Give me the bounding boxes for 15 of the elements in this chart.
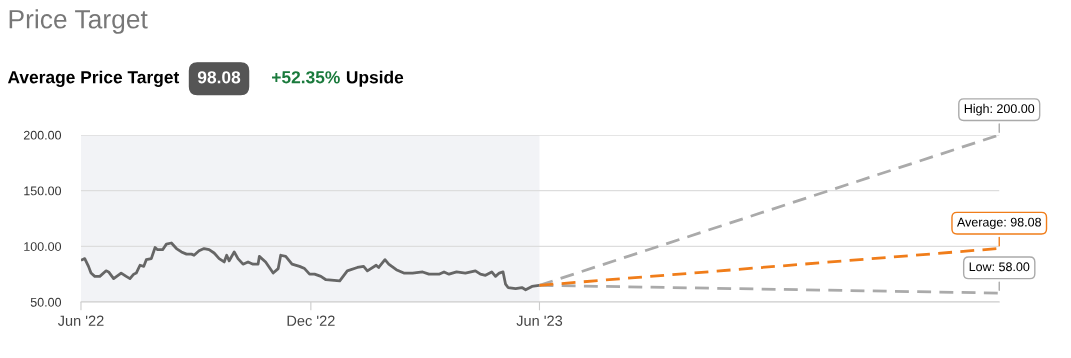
text: 98.08: [197, 71, 241, 84]
y-tick-label: 150.00: [24, 186, 62, 196]
y-tick-label: 200.00: [23, 130, 62, 140]
text: Upside: [346, 70, 404, 87]
chart-subtitle: Average Price Target: [7, 70, 180, 87]
y-tick-label: 100.00: [24, 242, 62, 251]
x-tick-label: Dec '22: [287, 315, 335, 326]
x-tick-label: Jun '23: [516, 315, 563, 326]
x-tick-label: Jun '22: [57, 315, 104, 326]
data-label: Average: 98.08: [956, 217, 1041, 230]
y-tick-label: 50.00: [30, 297, 62, 307]
data-label: High: 200.00: [964, 103, 1035, 116]
chart-title: Price Target: [9, 9, 148, 34]
text: +52.35%: [272, 71, 340, 84]
data-label: Low: 58.00: [969, 262, 1030, 272]
